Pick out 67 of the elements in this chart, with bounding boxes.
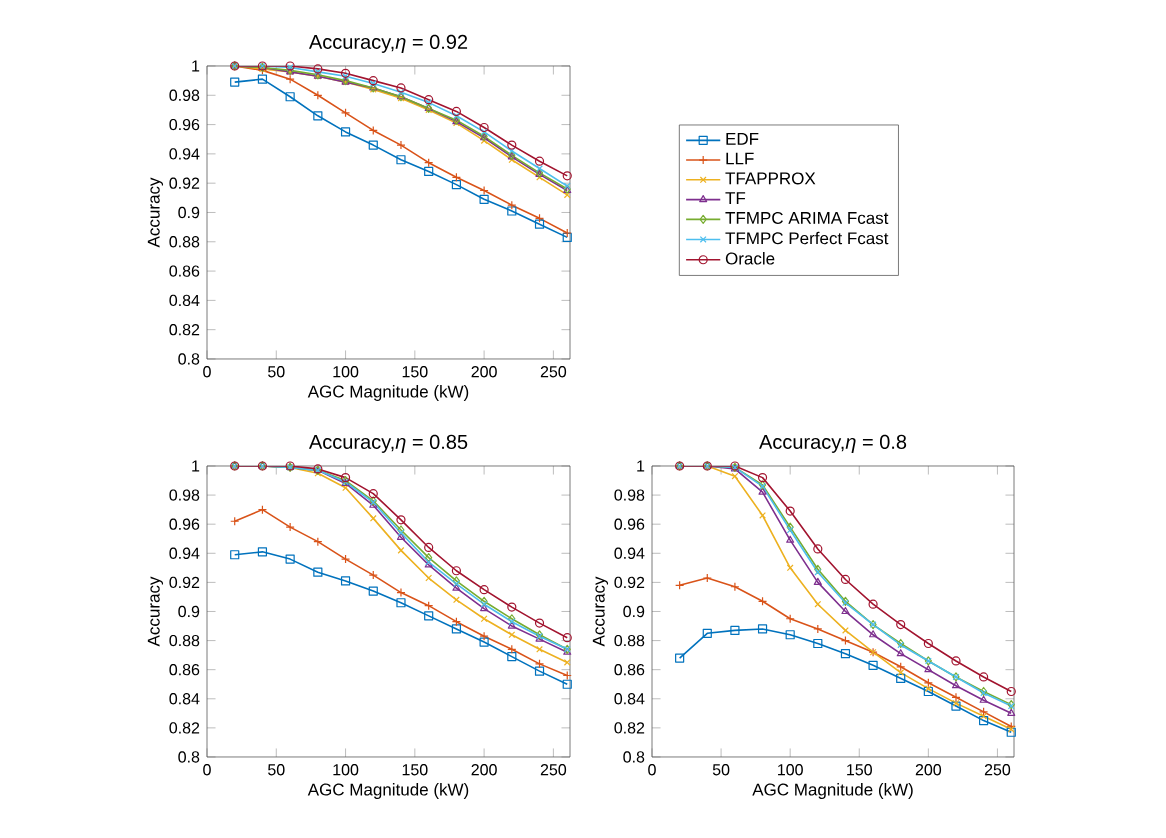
chart-title: Accuracy,η = 0.85 bbox=[308, 434, 468, 453]
legend-label: TFMPC Perfect Fcast bbox=[725, 231, 889, 245]
x-tick-label: 150 bbox=[402, 366, 428, 378]
y-tick-label: 0.9 bbox=[178, 605, 200, 618]
y-tick-label: 1 bbox=[192, 460, 200, 472]
y-tick-label: 0.98 bbox=[169, 489, 200, 501]
y-tick-label: 0.88 bbox=[614, 634, 645, 647]
y-tick-label: 0.92 bbox=[169, 177, 200, 189]
y-tick-label: 0.96 bbox=[169, 518, 200, 530]
y-tick-label: 0.88 bbox=[169, 634, 200, 647]
y-tick-label: 0.8 bbox=[178, 353, 200, 365]
y-axis-title: Accuracy bbox=[592, 576, 609, 647]
chart-title: Accuracy,η = 0.8 bbox=[759, 434, 907, 453]
y-tick-label: 0.98 bbox=[614, 489, 645, 501]
x-tick-label: 0 bbox=[203, 366, 211, 378]
x-tick-label: 100 bbox=[778, 764, 803, 776]
x-axis-title: AGC Magnitude (kW) bbox=[307, 385, 469, 401]
x-tick-label: 200 bbox=[471, 366, 497, 378]
y-tick-label: 0.94 bbox=[169, 547, 200, 559]
chart-title: Accuracy,η = 0.92 bbox=[308, 34, 468, 53]
legend-label: TFMPC ARIMA Fcast bbox=[725, 211, 889, 224]
x-tick-label: 150 bbox=[847, 764, 872, 776]
legend-label: TFAPPROX bbox=[725, 172, 816, 185]
y-tick-label: 0.8 bbox=[178, 751, 200, 763]
x-tick-label: 150 bbox=[402, 764, 428, 776]
legend-label: Oracle bbox=[725, 252, 775, 265]
legend-label: TF bbox=[725, 192, 746, 204]
y-tick-label: 0.8 bbox=[623, 751, 645, 763]
x-tick-label: 50 bbox=[268, 366, 285, 378]
y-tick-label: 0.84 bbox=[169, 693, 200, 705]
y-tick-label: 0.94 bbox=[614, 547, 645, 559]
x-tick-label: 250 bbox=[540, 764, 567, 776]
x-tick-label: 100 bbox=[333, 764, 359, 776]
x-tick-label: 50 bbox=[712, 764, 730, 776]
y-tick-label: 0.82 bbox=[614, 722, 645, 734]
x-axis-title: AGC Magnitude (kW) bbox=[307, 783, 469, 799]
y-tick-label: 0.86 bbox=[169, 265, 200, 277]
y-tick-label: 0.9 bbox=[623, 605, 645, 618]
x-axis-title: AGC Magnitude (kW) bbox=[752, 783, 913, 799]
y-tick-label: 0.84 bbox=[614, 693, 645, 705]
y-tick-label: 0.82 bbox=[169, 722, 200, 734]
y-tick-label: 0.98 bbox=[169, 89, 200, 101]
x-tick-label: 100 bbox=[333, 366, 359, 378]
x-tick-label: 200 bbox=[471, 764, 497, 776]
y-tick-label: 0.9 bbox=[178, 206, 200, 219]
x-tick-label: 250 bbox=[984, 764, 1011, 776]
y-tick-label: 0.86 bbox=[169, 664, 200, 676]
x-tick-label: 0 bbox=[648, 764, 656, 776]
y-tick-label: 0.96 bbox=[614, 518, 645, 530]
x-tick-label: 250 bbox=[540, 366, 567, 378]
y-tick-label: 0.92 bbox=[614, 576, 645, 589]
y-tick-label: 0.96 bbox=[169, 118, 200, 131]
legend-label: LLF bbox=[726, 152, 754, 165]
legend-label: EDF bbox=[726, 132, 759, 145]
y-tick-label: 0.86 bbox=[614, 664, 645, 676]
y-axis-title: Accuracy bbox=[147, 177, 164, 248]
y-tick-label: 1 bbox=[637, 460, 645, 472]
y-tick-label: 0.94 bbox=[169, 148, 200, 160]
x-tick-label: 200 bbox=[915, 764, 942, 776]
y-tick-label: 0.92 bbox=[169, 576, 200, 589]
x-tick-label: 0 bbox=[203, 764, 211, 776]
x-tick-label: 50 bbox=[268, 764, 285, 776]
y-tick-label: 0.82 bbox=[169, 324, 200, 336]
y-tick-label: 0.84 bbox=[169, 294, 200, 307]
y-tick-label: 1 bbox=[192, 60, 200, 72]
y-tick-label: 0.88 bbox=[169, 236, 200, 248]
y-axis-title: Accuracy bbox=[147, 576, 164, 647]
